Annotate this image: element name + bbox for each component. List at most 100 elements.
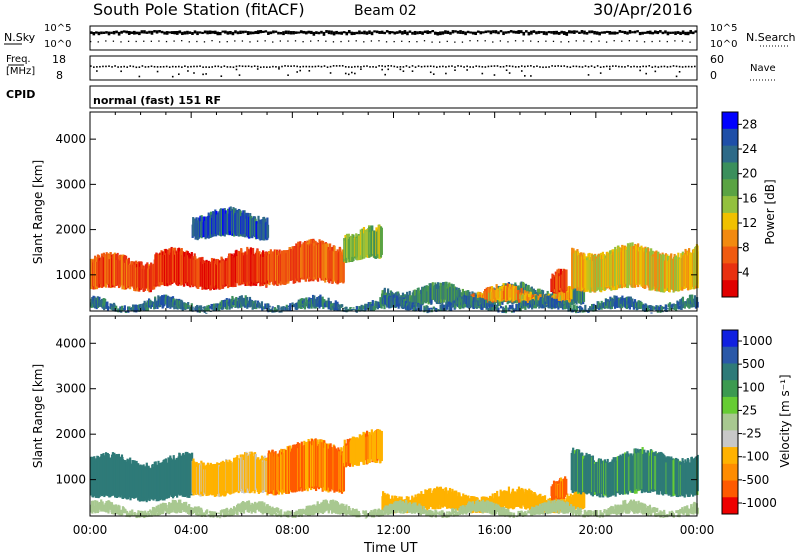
data-cell: [131, 509, 133, 512]
data-cell: [667, 308, 669, 309]
power-colorbar-segment: [722, 280, 738, 297]
freq-point: [175, 66, 177, 68]
freq-point: [673, 65, 675, 67]
noise-sky-point: [176, 31, 179, 35]
noise-sky-point: [270, 31, 273, 34]
noise-sky-point: [396, 31, 399, 34]
nave-point: [296, 71, 298, 73]
noise-sky-point: [677, 31, 680, 34]
nave-point: [345, 73, 347, 75]
noise-search-point: [447, 41, 448, 42]
power-colorbar-segment: [722, 196, 738, 213]
freq-point: [187, 66, 189, 68]
freq-point: [554, 65, 556, 67]
nave-point: [309, 70, 311, 72]
nave-point: [482, 73, 484, 75]
noise-sky-point: [285, 31, 288, 34]
noise-sky-point: [133, 31, 136, 35]
freq-point: [354, 66, 356, 68]
freq-point: [221, 66, 223, 68]
freq-point: [460, 65, 462, 67]
noise-sky-point: [434, 32, 437, 35]
freq-point: [248, 65, 250, 67]
noise-search-point: [371, 40, 372, 41]
noise-search-point: [340, 41, 341, 42]
nave-point: [403, 70, 405, 72]
noise-sky-point: [399, 30, 402, 33]
data-cell: [513, 513, 515, 518]
noise-search-point: [462, 41, 463, 42]
power-heatmap: [90, 206, 699, 313]
freq-point: [227, 66, 229, 68]
noise-sky-point: [186, 31, 189, 35]
freq-point: [330, 66, 332, 68]
noise-sky-point: [522, 32, 525, 36]
freq-point: [506, 65, 508, 67]
data-cell: [443, 512, 445, 513]
noise-sky-point: [368, 30, 371, 34]
noise-sky-point: [166, 31, 169, 35]
nave-point: [299, 70, 301, 72]
freq-point: [439, 66, 441, 68]
noise-sky-point: [474, 32, 477, 35]
noise-search-point: [583, 40, 584, 41]
freq-point: [242, 65, 244, 67]
data-cell: [371, 306, 373, 311]
data-cell: [575, 510, 577, 516]
freq-point: [287, 65, 289, 67]
nave-point: [400, 69, 402, 71]
noise-sky-point: [328, 30, 331, 34]
freq-point: [406, 65, 408, 67]
noise-sky-point: [143, 30, 146, 33]
freq-point: [205, 66, 207, 68]
freq-point: [293, 65, 295, 67]
noise-sky-point: [151, 31, 154, 35]
noise-sky-point: [325, 30, 328, 33]
noise-search-point: [560, 41, 561, 42]
freq-point: [260, 66, 262, 68]
noise-sky-point: [259, 30, 262, 33]
freq-point: [658, 66, 660, 68]
noise-search-point: [629, 40, 630, 41]
noise-search-point: [249, 41, 250, 42]
data-cell: [677, 302, 679, 306]
freq-point: [676, 66, 678, 68]
noise-sky-point: [252, 32, 255, 35]
noise-search-point: [522, 40, 523, 41]
noise-sky-point: [586, 32, 589, 35]
noise-sky-point: [292, 31, 295, 34]
noise-search-point: [265, 40, 266, 41]
noise-sky-point: [439, 31, 442, 35]
freq-point: [679, 66, 681, 68]
freq-point: [451, 65, 453, 67]
noise-search-point: [538, 41, 539, 42]
nave-point: [433, 73, 435, 75]
freq-point: [290, 65, 292, 67]
data-cell: [106, 302, 108, 307]
noise-search-point: [105, 40, 106, 41]
freq-point: [236, 66, 238, 68]
noise-sky-point: [323, 32, 326, 36]
noise-sky-point: [631, 31, 634, 33]
noise-sky-point: [573, 30, 576, 34]
noise-search-point: [113, 41, 114, 42]
noise-search-point: [469, 40, 470, 41]
freq-point: [394, 66, 396, 68]
noise-sky-point: [168, 31, 171, 33]
noise-sky-point: [606, 31, 609, 33]
freq-point: [612, 65, 614, 67]
nave-point: [387, 69, 389, 71]
data-cell: [446, 511, 448, 512]
noise-search-point: [424, 40, 425, 41]
noise-sky-point: [229, 31, 232, 34]
noise-sky-point: [297, 32, 300, 34]
noise-sky-point: [614, 31, 617, 34]
noise-sky-point: [500, 30, 503, 32]
noise-sky-point: [535, 31, 538, 34]
noise-sky-point: [371, 32, 374, 36]
noise-sky-point: [487, 30, 490, 32]
freq-point: [96, 66, 98, 68]
noise-sky-point: [667, 32, 670, 36]
data-cell: [673, 303, 675, 306]
nave-point: [139, 76, 141, 78]
